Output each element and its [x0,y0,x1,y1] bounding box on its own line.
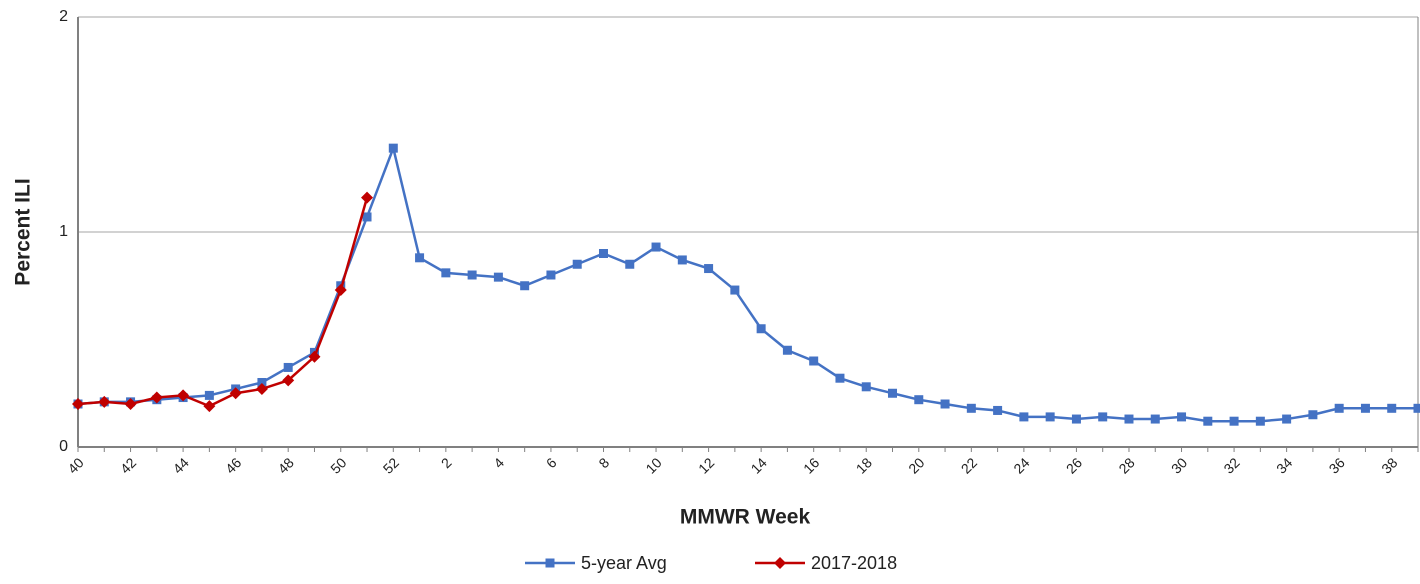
x-tick-label: 38 [1378,454,1400,476]
y-tick-label: 0 [59,438,68,455]
point [334,284,347,297]
x-tick-label: 40 [64,454,86,476]
point [572,259,582,269]
x-tick-label: 24 [1010,454,1032,476]
legend-marker [774,557,786,569]
point [308,350,321,363]
x-tick-label: 34 [1273,454,1295,476]
x-tick-label: 52 [380,454,402,476]
point [283,362,293,372]
point [730,285,740,295]
point [361,191,374,204]
point [177,389,190,402]
point [204,390,214,400]
point [1071,414,1081,424]
point [124,398,137,410]
x-tick-label: 22 [958,454,980,476]
x-axis-title: MMWR Week [680,506,811,529]
point [255,382,268,395]
series-line [77,197,369,408]
series-line [77,143,1418,423]
x-tick-label: 2 [438,454,455,471]
x-tick-label: 28 [1115,454,1137,476]
x-tick-label: 18 [853,454,875,476]
point [1387,403,1397,413]
point [493,272,503,282]
y-tick-label: 2 [59,8,68,25]
x-tick-label: 16 [800,454,822,476]
point [1255,416,1265,426]
point [415,253,425,263]
point [704,264,714,274]
x-tick-label: 26 [1063,454,1085,476]
x-tick-label: 30 [1168,454,1190,476]
point [1150,414,1160,424]
point [1177,412,1187,422]
point [203,400,216,413]
point [1360,403,1370,413]
point [1203,416,1213,426]
point [1282,414,1292,424]
point [1019,412,1029,422]
x-tick-label: 50 [327,454,349,476]
legend-text: 2017-2018 [811,553,897,573]
point [257,378,267,387]
x-tick-label: 20 [905,454,927,476]
point [677,255,687,265]
point [441,268,451,278]
point [229,387,242,400]
point [782,345,792,355]
point [1124,414,1134,424]
x-tick-label: 32 [1220,454,1242,476]
point [940,399,950,409]
point [282,374,295,387]
point [625,259,635,269]
point [914,395,924,405]
x-tick-label: 42 [117,454,139,476]
point [388,143,398,153]
point [1308,410,1318,420]
point [98,395,111,408]
x-tick-label: 8 [595,454,612,471]
point [72,398,84,410]
x-tick-label: 12 [695,454,717,476]
legend-marker [545,558,555,568]
point [809,356,819,366]
x-tick-label: 14 [748,454,770,476]
point [1045,412,1055,422]
x-tick-label: 4 [490,454,507,471]
point [756,324,766,334]
point [651,242,661,252]
point [993,405,1003,415]
point [520,281,530,291]
point [888,388,898,398]
point [546,270,556,280]
x-tick-label: 46 [222,454,244,476]
y-axis-title: Percent ILI [12,178,35,285]
x-tick-label: 36 [1326,454,1348,476]
point [966,403,976,413]
point [150,391,163,404]
point [1413,403,1420,413]
x-tick-label: 6 [543,454,560,471]
x-tick-label: 44 [170,454,192,476]
x-tick-label: 48 [275,454,297,476]
point [835,373,845,383]
point [861,382,871,392]
point [362,212,372,222]
point [598,249,608,258]
point [1229,416,1239,426]
y-tick-label: 1 [59,223,68,240]
legend-text: 5-year Avg [581,553,667,573]
x-tick-label: 10 [642,454,664,476]
point [467,270,477,280]
point [1098,412,1108,422]
point [1334,403,1344,413]
